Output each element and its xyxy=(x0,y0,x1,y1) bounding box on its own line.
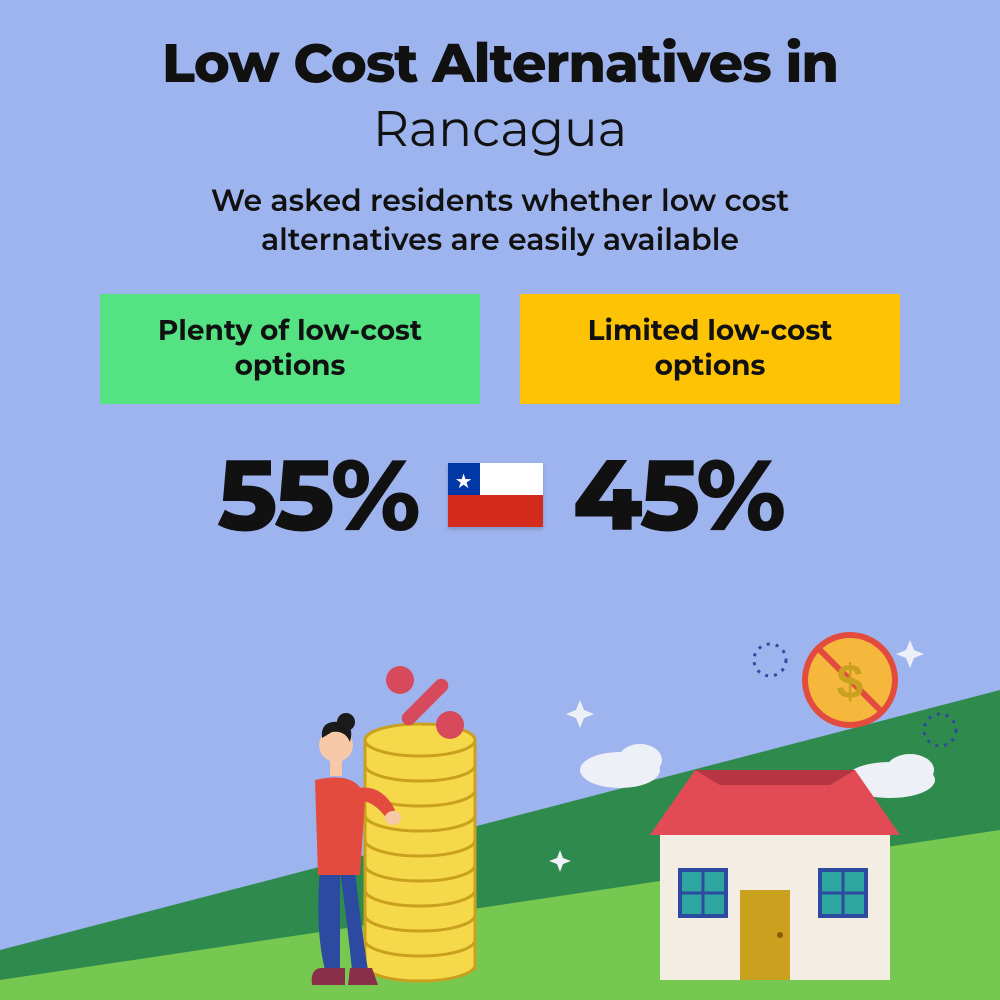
option-plenty: Plenty of low-cost options xyxy=(100,294,480,404)
percent-plenty: 55% xyxy=(217,434,418,556)
option-limited: Limited low-cost options xyxy=(520,294,900,404)
house-icon xyxy=(650,770,900,980)
dollar-coin-icon: $ xyxy=(805,635,895,725)
header: Low Cost Alternatives in Rancagua We ask… xyxy=(0,0,1000,259)
coin-stack-icon xyxy=(365,724,475,981)
title-line1: Low Cost Alternatives in xyxy=(0,30,1000,96)
illustration: $ xyxy=(0,570,1000,1000)
subtitle: We asked residents whether low cost alte… xyxy=(140,181,860,259)
chile-flag-icon: ★ xyxy=(448,463,543,527)
percent-row: 55% ★ 45% xyxy=(0,434,1000,556)
options-row: Plenty of low-cost options Limited low-c… xyxy=(0,294,1000,404)
title-city: Rancagua xyxy=(0,98,1000,159)
percent-limited: 45% xyxy=(573,434,783,556)
svg-text:$: $ xyxy=(837,656,864,709)
